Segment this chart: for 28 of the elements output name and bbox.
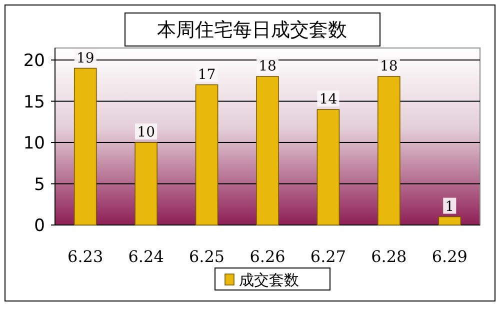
- data-label: 1: [445, 198, 454, 215]
- data-label: 17: [198, 66, 216, 83]
- data-label: 14: [319, 92, 338, 108]
- bar: [316, 109, 340, 226]
- bar: [134, 142, 158, 226]
- bar: [438, 216, 462, 226]
- y-tick-label: 5: [34, 174, 45, 195]
- x-tick-label: 6.23: [68, 247, 104, 266]
- bar: [256, 76, 279, 226]
- data-label: 18: [380, 58, 398, 74]
- x-tick-label: 6.29: [432, 247, 468, 266]
- data-label: 19: [76, 50, 94, 66]
- y-tick-label: 15: [23, 92, 45, 112]
- y-tick-label: 10: [23, 134, 45, 154]
- x-tick-label: 6.25: [188, 247, 225, 266]
- bar: [74, 68, 97, 226]
- x-tick-label: 6.28: [371, 247, 407, 266]
- data-label: 18: [258, 58, 276, 74]
- x-tick-label: 6.27: [310, 247, 346, 266]
- legend-label: 成交套数: [239, 271, 299, 289]
- bar: [378, 76, 400, 226]
- bar: [195, 84, 218, 226]
- data-label: 10: [137, 124, 155, 140]
- chart-title: 本周住宅每日成交套数: [157, 19, 347, 41]
- y-tick-label: 0: [34, 216, 45, 236]
- y-tick-label: 20: [23, 51, 45, 71]
- x-tick-label: 6.24: [128, 247, 164, 266]
- x-tick-label: 6.26: [250, 247, 286, 266]
